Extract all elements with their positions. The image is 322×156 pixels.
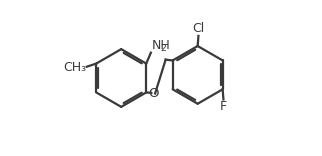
Text: O: O	[148, 87, 158, 100]
Text: CH₃: CH₃	[63, 61, 86, 74]
Text: NH: NH	[152, 39, 170, 52]
Text: F: F	[220, 100, 227, 113]
Text: 2: 2	[161, 44, 166, 53]
Text: Cl: Cl	[192, 22, 204, 35]
